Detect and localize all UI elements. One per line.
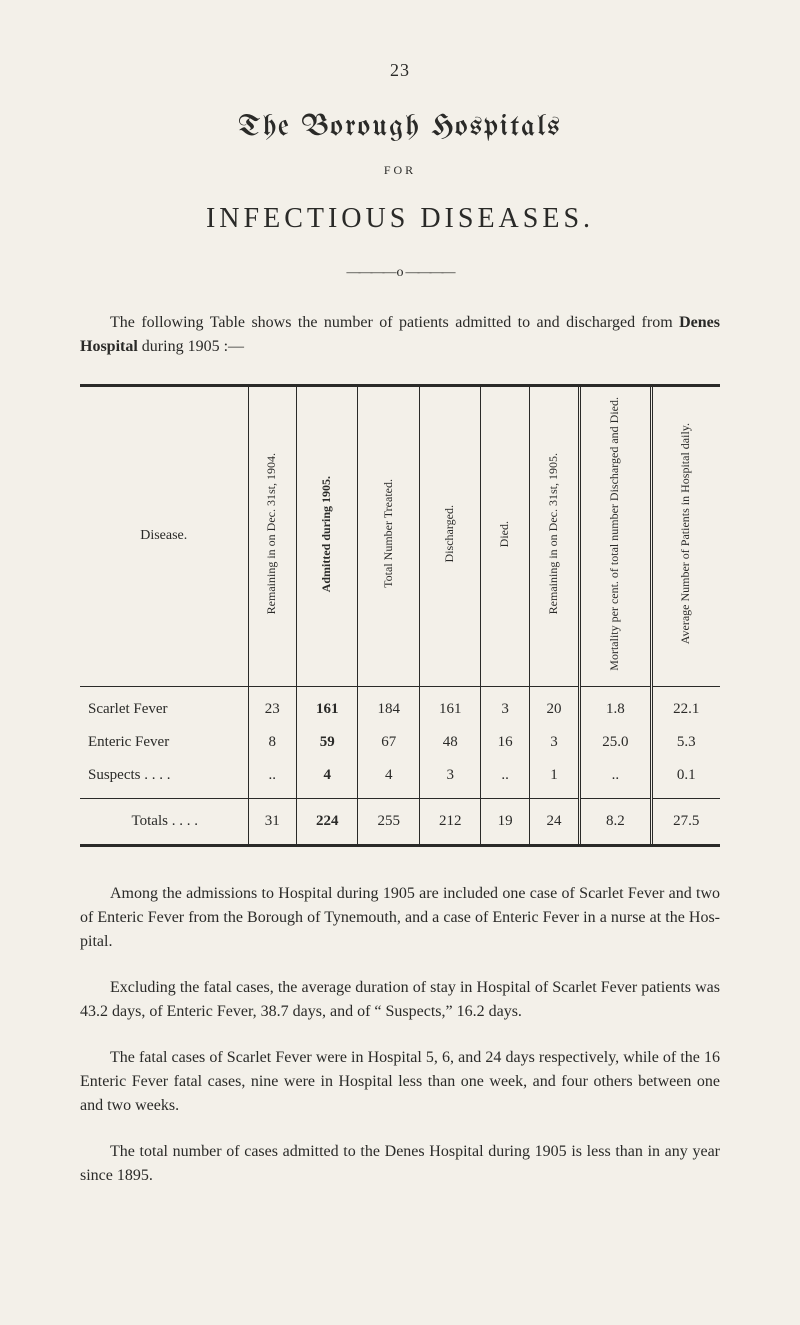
cell: 224	[296, 798, 357, 844]
cell: 255	[358, 798, 419, 844]
subtitle: INFECTIOUS DISEASES.	[80, 203, 720, 235]
col-header-label: Remaining in on Dec. 31st, 1904.	[265, 453, 279, 614]
cell: 0.1	[651, 759, 720, 799]
cell: 161	[419, 686, 480, 726]
col-header-label: Mortality per cent. of total number Disc…	[608, 397, 622, 671]
cell: 184	[358, 686, 419, 726]
cell: 1	[529, 759, 579, 799]
col-header-total-treated: Total Number Treated.	[358, 387, 419, 686]
cell: 23	[248, 686, 296, 726]
intro-before: The following Table shows the number of …	[110, 314, 679, 331]
col-header-admitted: Admitted during 1905.	[296, 387, 357, 686]
table-head: Disease. Remaining in on Dec. 31st, 1904…	[80, 387, 720, 686]
table-row: Enteric Fever 8 59 67 48 16 3 25.0 5.3	[80, 726, 720, 759]
main-title: The Borough Hospitals	[80, 111, 720, 143]
col-header-mortality: Mortality per cent. of total number Disc…	[580, 387, 651, 686]
col-header-label: Admitted during 1905.	[320, 476, 334, 592]
col-header-remaining-1904: Remaining in on Dec. 31st, 1904.	[248, 387, 296, 686]
row-label: Suspects . . . .	[80, 759, 248, 799]
table-body: Scarlet Fever 23 161 184 161 3 20 1.8 22…	[80, 686, 720, 844]
data-table-wrap: Disease. Remaining in on Dec. 31st, 1904…	[80, 384, 720, 847]
intro-paragraph: The following Table shows the number of …	[80, 311, 720, 359]
cell: 25.0	[580, 726, 651, 759]
cell: ..	[580, 759, 651, 799]
cell: 31	[248, 798, 296, 844]
cell: 8	[248, 726, 296, 759]
body-paragraphs: Among the admissions to Hospital during …	[80, 882, 720, 1188]
col-header-label: Average Number of Patients in Hospital d…	[679, 423, 693, 644]
cell: 8.2	[580, 798, 651, 844]
paragraph-text: Among the admissions to Hospital during …	[80, 885, 720, 950]
totals-label: Totals . . . .	[80, 798, 248, 844]
cell: 3	[481, 686, 529, 726]
col-header-died: Died.	[481, 387, 529, 686]
row-label: Scarlet Fever	[80, 686, 248, 726]
col-header-remaining-1905: Remaining in on Dec. 31st, 1905.	[529, 387, 579, 686]
cell: 24	[529, 798, 579, 844]
cell: 67	[358, 726, 419, 759]
cell: 212	[419, 798, 480, 844]
cell: 59	[296, 726, 357, 759]
page-number: 23	[80, 60, 720, 81]
paragraph: The fatal cases of Scarlet Fever were in…	[80, 1046, 720, 1118]
cell: 22.1	[651, 686, 720, 726]
col-header-label: Died.	[498, 521, 512, 547]
cell: 161	[296, 686, 357, 726]
table-row: Suspects . . . . .. 4 4 3 .. 1 .. 0.1	[80, 759, 720, 799]
col-header-average: Average Number of Patients in Hospital d…	[651, 387, 720, 686]
data-table: Disease. Remaining in on Dec. 31st, 1904…	[80, 387, 720, 844]
cell: 3	[529, 726, 579, 759]
paragraph: Among the admissions to Hospital during …	[80, 882, 720, 954]
cell: 16	[481, 726, 529, 759]
cell: ..	[248, 759, 296, 799]
row-label: Enteric Fever	[80, 726, 248, 759]
cell: ..	[481, 759, 529, 799]
col-header-label: Discharged.	[443, 505, 457, 562]
col-header-label: Total Number Treated.	[382, 479, 396, 588]
cell: 1.8	[580, 686, 651, 726]
cell: 4	[296, 759, 357, 799]
for-label: FOR	[80, 163, 720, 178]
paragraph-text: The fatal cases of Scarlet Fever were in…	[80, 1049, 720, 1114]
cell: 27.5	[651, 798, 720, 844]
paragraph: Excluding the fatal cases, the average d…	[80, 976, 720, 1024]
cell: 4	[358, 759, 419, 799]
col-header-label: Remaining in on Dec. 31st, 1905.	[547, 453, 561, 614]
table-row: Scarlet Fever 23 161 184 161 3 20 1.8 22…	[80, 686, 720, 726]
page-container: 23 The Borough Hospitals FOR INFECTIOUS …	[0, 0, 800, 1270]
cell: 5.3	[651, 726, 720, 759]
col-header-label: Disease.	[140, 528, 187, 543]
col-header-disease: Disease.	[80, 387, 248, 686]
section-divider: o	[80, 265, 720, 281]
totals-row: Totals . . . . 31 224 255 212 19 24 8.2 …	[80, 798, 720, 844]
cell: 20	[529, 686, 579, 726]
col-header-discharged: Discharged.	[419, 387, 480, 686]
cell: 3	[419, 759, 480, 799]
paragraph-text: Excluding the fatal cases, the average d…	[80, 979, 720, 1020]
cell: 48	[419, 726, 480, 759]
paragraph: The total number of cases admitted to th…	[80, 1140, 720, 1188]
paragraph-text: The total number of cases admitted to th…	[80, 1143, 720, 1184]
cell: 19	[481, 798, 529, 844]
intro-after: during 1905 :—	[138, 338, 244, 355]
